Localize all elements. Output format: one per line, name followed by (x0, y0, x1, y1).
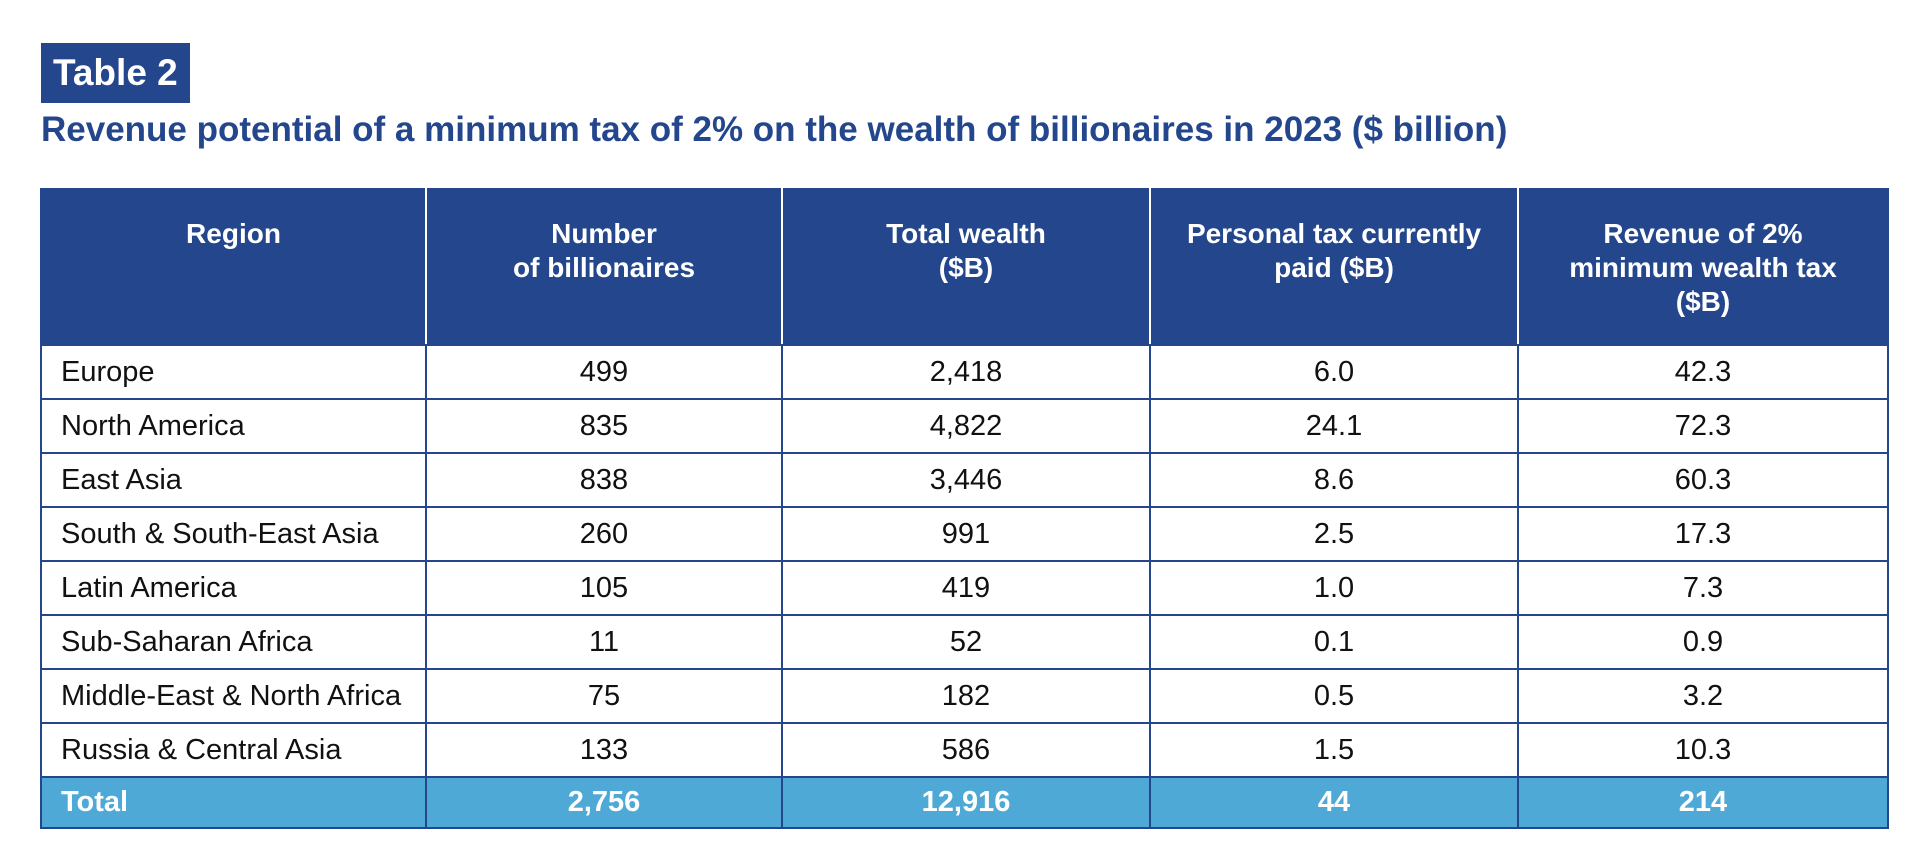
region-cell: East Asia (40, 452, 427, 508)
personal-tax-cell: 0.5 (1149, 668, 1519, 724)
table-row: Latin America 105 419 1.0 7.3 (40, 560, 1889, 616)
column-header-personal-tax: Personal tax currently paid ($B) (1149, 188, 1519, 346)
column-header-total-wealth: Total wealth ($B) (781, 188, 1151, 346)
total-row: Total 2,756 12,916 44 214 (40, 776, 1889, 829)
total-wealth-cell: 52 (781, 614, 1151, 670)
total-label-cell: Total (40, 776, 427, 829)
total-wealth-total-cell: 12,916 (781, 776, 1151, 829)
billionaires-cell: 260 (425, 506, 783, 562)
total-billionaires-cell: 2,756 (425, 776, 783, 829)
region-cell: Middle-East & North Africa (40, 668, 427, 724)
billionaires-cell: 835 (425, 398, 783, 454)
table-number-label: Table 2 (41, 43, 190, 103)
revenue-cell: 72.3 (1517, 398, 1889, 454)
billionaires-cell: 105 (425, 560, 783, 616)
revenue-cell: 17.3 (1517, 506, 1889, 562)
total-wealth-cell: 419 (781, 560, 1151, 616)
billionaires-cell: 11 (425, 614, 783, 670)
total-wealth-cell: 4,822 (781, 398, 1151, 454)
region-cell: Russia & Central Asia (40, 722, 427, 778)
revenue-cell: 3.2 (1517, 668, 1889, 724)
billionaires-cell: 838 (425, 452, 783, 508)
billionaires-cell: 75 (425, 668, 783, 724)
table-row: Russia & Central Asia 133 586 1.5 10.3 (40, 722, 1889, 778)
total-wealth-cell: 586 (781, 722, 1151, 778)
table-row: Sub-Saharan Africa 11 52 0.1 0.9 (40, 614, 1889, 670)
billionaires-cell: 499 (425, 344, 783, 400)
table-header-row: Region Number of billionaires Total weal… (40, 188, 1889, 346)
total-wealth-cell: 182 (781, 668, 1151, 724)
table-title: Revenue potential of a minimum tax of 2%… (41, 110, 1508, 149)
total-personal-tax-cell: 44 (1149, 776, 1519, 829)
region-cell: North America (40, 398, 427, 454)
personal-tax-cell: 2.5 (1149, 506, 1519, 562)
personal-tax-cell: 1.5 (1149, 722, 1519, 778)
table-row: East Asia 838 3,446 8.6 60.3 (40, 452, 1889, 508)
personal-tax-cell: 0.1 (1149, 614, 1519, 670)
column-header-billionaires: Number of billionaires (425, 188, 783, 346)
total-wealth-cell: 3,446 (781, 452, 1151, 508)
billionaire-tax-table: Region Number of billionaires Total weal… (40, 188, 1889, 829)
region-cell: Europe (40, 344, 427, 400)
total-wealth-cell: 991 (781, 506, 1151, 562)
revenue-cell: 10.3 (1517, 722, 1889, 778)
total-revenue-cell: 214 (1517, 776, 1889, 829)
billionaires-cell: 133 (425, 722, 783, 778)
region-cell: Sub-Saharan Africa (40, 614, 427, 670)
table-row: South & South-East Asia 260 991 2.5 17.3 (40, 506, 1889, 562)
revenue-cell: 42.3 (1517, 344, 1889, 400)
revenue-cell: 60.3 (1517, 452, 1889, 508)
personal-tax-cell: 8.6 (1149, 452, 1519, 508)
total-wealth-cell: 2,418 (781, 344, 1151, 400)
region-cell: South & South-East Asia (40, 506, 427, 562)
personal-tax-cell: 24.1 (1149, 398, 1519, 454)
revenue-cell: 7.3 (1517, 560, 1889, 616)
table-row: North America 835 4,822 24.1 72.3 (40, 398, 1889, 454)
table-row: Middle-East & North Africa 75 182 0.5 3.… (40, 668, 1889, 724)
table-row: Europe 499 2,418 6.0 42.3 (40, 344, 1889, 400)
column-header-region: Region (40, 188, 427, 346)
personal-tax-cell: 6.0 (1149, 344, 1519, 400)
column-header-revenue: Revenue of 2% minimum wealth tax ($B) (1517, 188, 1889, 346)
region-cell: Latin America (40, 560, 427, 616)
personal-tax-cell: 1.0 (1149, 560, 1519, 616)
revenue-cell: 0.9 (1517, 614, 1889, 670)
